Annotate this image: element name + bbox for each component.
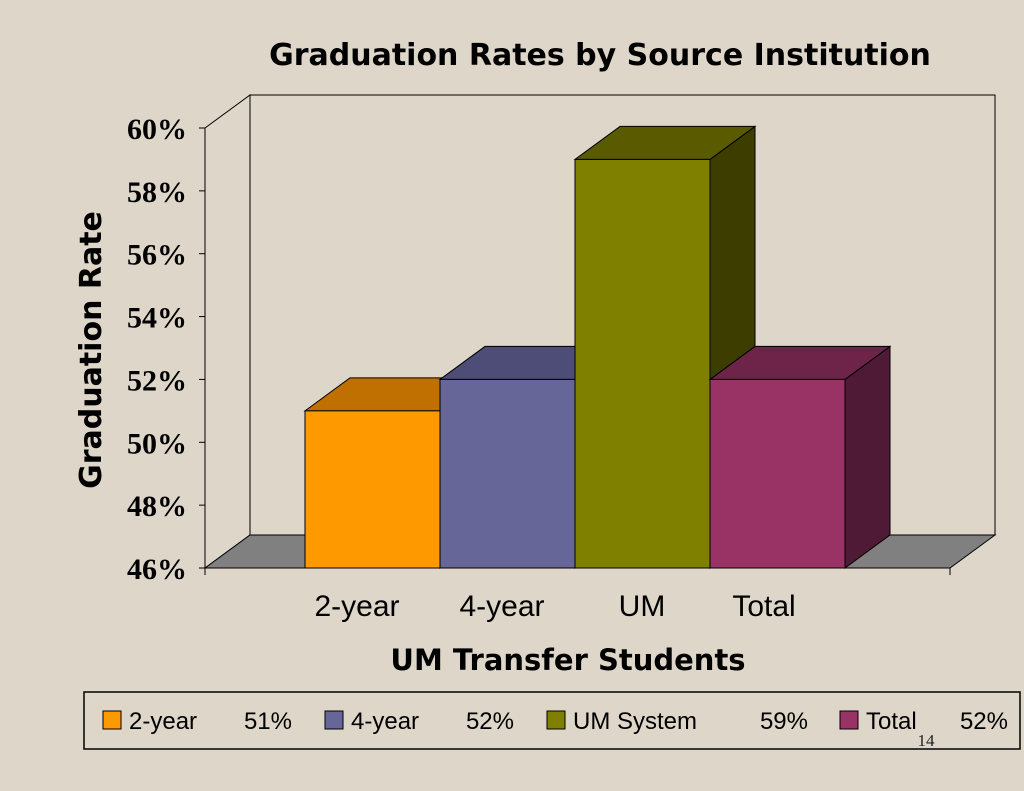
bars [303, 125, 892, 569]
legend-swatch [546, 710, 566, 730]
y-tick-label: 50% [127, 427, 187, 460]
legend-item: 2-year 51% [102, 708, 292, 735]
x-tick-label: 2-year [314, 590, 399, 623]
legend-label: 2-year [129, 708, 197, 735]
x-ticks: 2-year 4-year UM Total [204, 568, 951, 623]
legend-item: UM System 59% [546, 708, 808, 735]
legend-value: 51% [244, 708, 292, 735]
bar-front [574, 158, 711, 569]
legend-item: Total 52% [839, 708, 1008, 735]
bar-front [439, 378, 576, 569]
legend-item: 4-year 52% [324, 708, 514, 735]
y-tick-label: 46% [127, 553, 187, 586]
legend-swatch [324, 710, 344, 730]
legend-value: 52% [960, 708, 1008, 735]
x-tick-label: UM [619, 590, 666, 623]
y-tick-label: 52% [127, 364, 187, 397]
legend-swatch [102, 710, 122, 730]
legend-label: 4-year [351, 708, 419, 735]
bar-front [709, 378, 846, 569]
bar-total [708, 345, 892, 569]
y-axis-label: Graduation Rate [74, 211, 109, 489]
legend [83, 691, 1021, 750]
legend-label: UM System [573, 708, 697, 735]
legend-value: 52% [466, 708, 514, 735]
y-tick-label: 48% [127, 490, 187, 523]
side-wall [204, 94, 251, 569]
chart-title: Graduation Rates by Source Institution [269, 38, 931, 73]
legend-value: 59% [760, 708, 808, 735]
y-tick-label: 56% [127, 239, 187, 272]
x-tick-label: Total [732, 590, 795, 623]
y-ticks: 46% 48% 50% 52% 54% 56% 58% 60% [127, 113, 205, 586]
y-tick-label: 60% [127, 113, 187, 146]
y-tick-label: 54% [127, 302, 187, 335]
bar-front [304, 410, 441, 569]
page-number: 14 [918, 731, 936, 750]
legend-label: Total [866, 708, 917, 735]
x-tick-label: 4-year [459, 590, 544, 623]
legend-items: 2-year 51% 4-year 52% UM System 59% Total 52% [102, 708, 1008, 735]
y-tick-label: 58% [127, 176, 187, 209]
bar-side [844, 345, 891, 569]
legend-swatch [839, 710, 859, 730]
x-axis-label: UM Transfer Students [390, 643, 745, 677]
